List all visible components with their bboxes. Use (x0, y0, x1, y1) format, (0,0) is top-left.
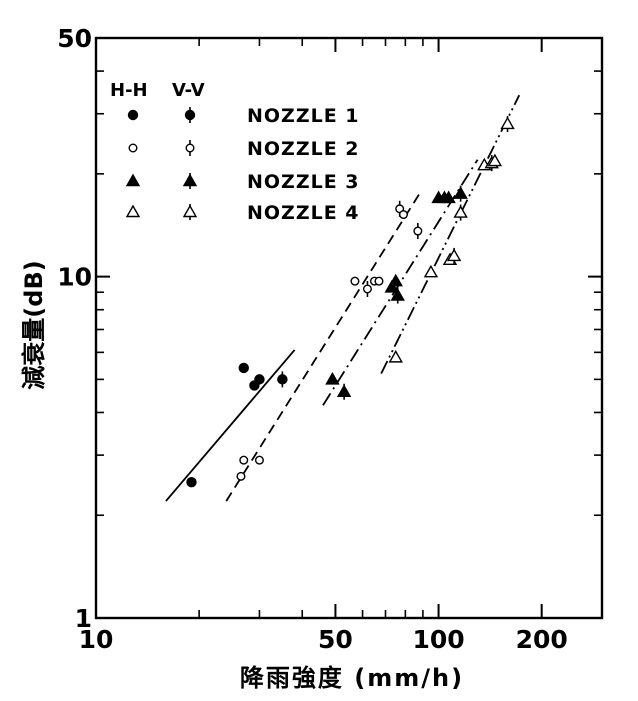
data-point (441, 190, 456, 204)
data-points (186, 115, 515, 488)
y-tick-label: 10 (57, 263, 92, 292)
data-point (500, 116, 515, 130)
legend: H-H V-V NOZZLE 1 NOZZLE 2 NOZZLE 3 NOZZLE 4 (110, 80, 360, 224)
data-point (254, 455, 264, 465)
y-tick-label: 50 (57, 24, 92, 53)
data-point (325, 371, 340, 385)
legend-marker-vv (182, 204, 198, 218)
data-point (413, 226, 423, 236)
x-tick-label: 10 (79, 625, 114, 654)
data-point (388, 273, 403, 287)
data-point (236, 471, 246, 481)
legend-header-hh: H-H (110, 80, 148, 101)
legend-marker-vv (182, 173, 198, 187)
legend-label: NOZZLE 3 (247, 171, 360, 193)
legend-marker-hh (125, 173, 141, 187)
data-point (398, 210, 408, 220)
data-point (384, 279, 399, 293)
legend-label: NOZZLE 2 (247, 138, 360, 160)
data-point (374, 276, 384, 286)
data-point (453, 186, 468, 199)
data-point (336, 384, 352, 397)
data-point (350, 276, 360, 286)
data-point (254, 374, 265, 385)
data-point (453, 205, 468, 218)
fit-line (225, 193, 421, 502)
data-point (390, 288, 405, 301)
legend-label: NOZZLE 1 (247, 105, 360, 127)
data-point (362, 284, 372, 294)
legend-marker-vv (184, 109, 196, 121)
x-tick-label: 100 (412, 625, 464, 654)
data-point (277, 374, 288, 385)
data-point (446, 248, 462, 262)
data-point (239, 455, 249, 465)
x-tick-label: 50 (318, 625, 353, 654)
legend-rows: NOZZLE 1 NOZZLE 2 NOZZLE 3 NOZZLE 4 (125, 105, 360, 224)
legend-marker-hh (127, 109, 139, 121)
data-point (388, 349, 403, 363)
data-point (487, 153, 503, 167)
legend-label: NOZZLE 4 (247, 202, 360, 224)
y-axis-title: 減衰量(dB) (20, 260, 48, 389)
x-tick-label: 200 (516, 625, 568, 654)
plot-frame (94, 36, 604, 620)
legend-marker-hh (125, 204, 141, 218)
legend-marker-hh (128, 143, 138, 153)
y-tick-label: 1 (75, 604, 92, 633)
fit-line (165, 349, 296, 502)
data-point (238, 362, 249, 374)
legend-marker-vv (185, 143, 195, 153)
legend-header-vv: V-V (172, 80, 205, 101)
axis-ticks (95, 37, 603, 619)
x-axis-title: 降雨強度 (mm/h) (240, 664, 464, 692)
fit-line (380, 94, 521, 374)
data-point (186, 476, 197, 488)
data-point (423, 264, 439, 278)
